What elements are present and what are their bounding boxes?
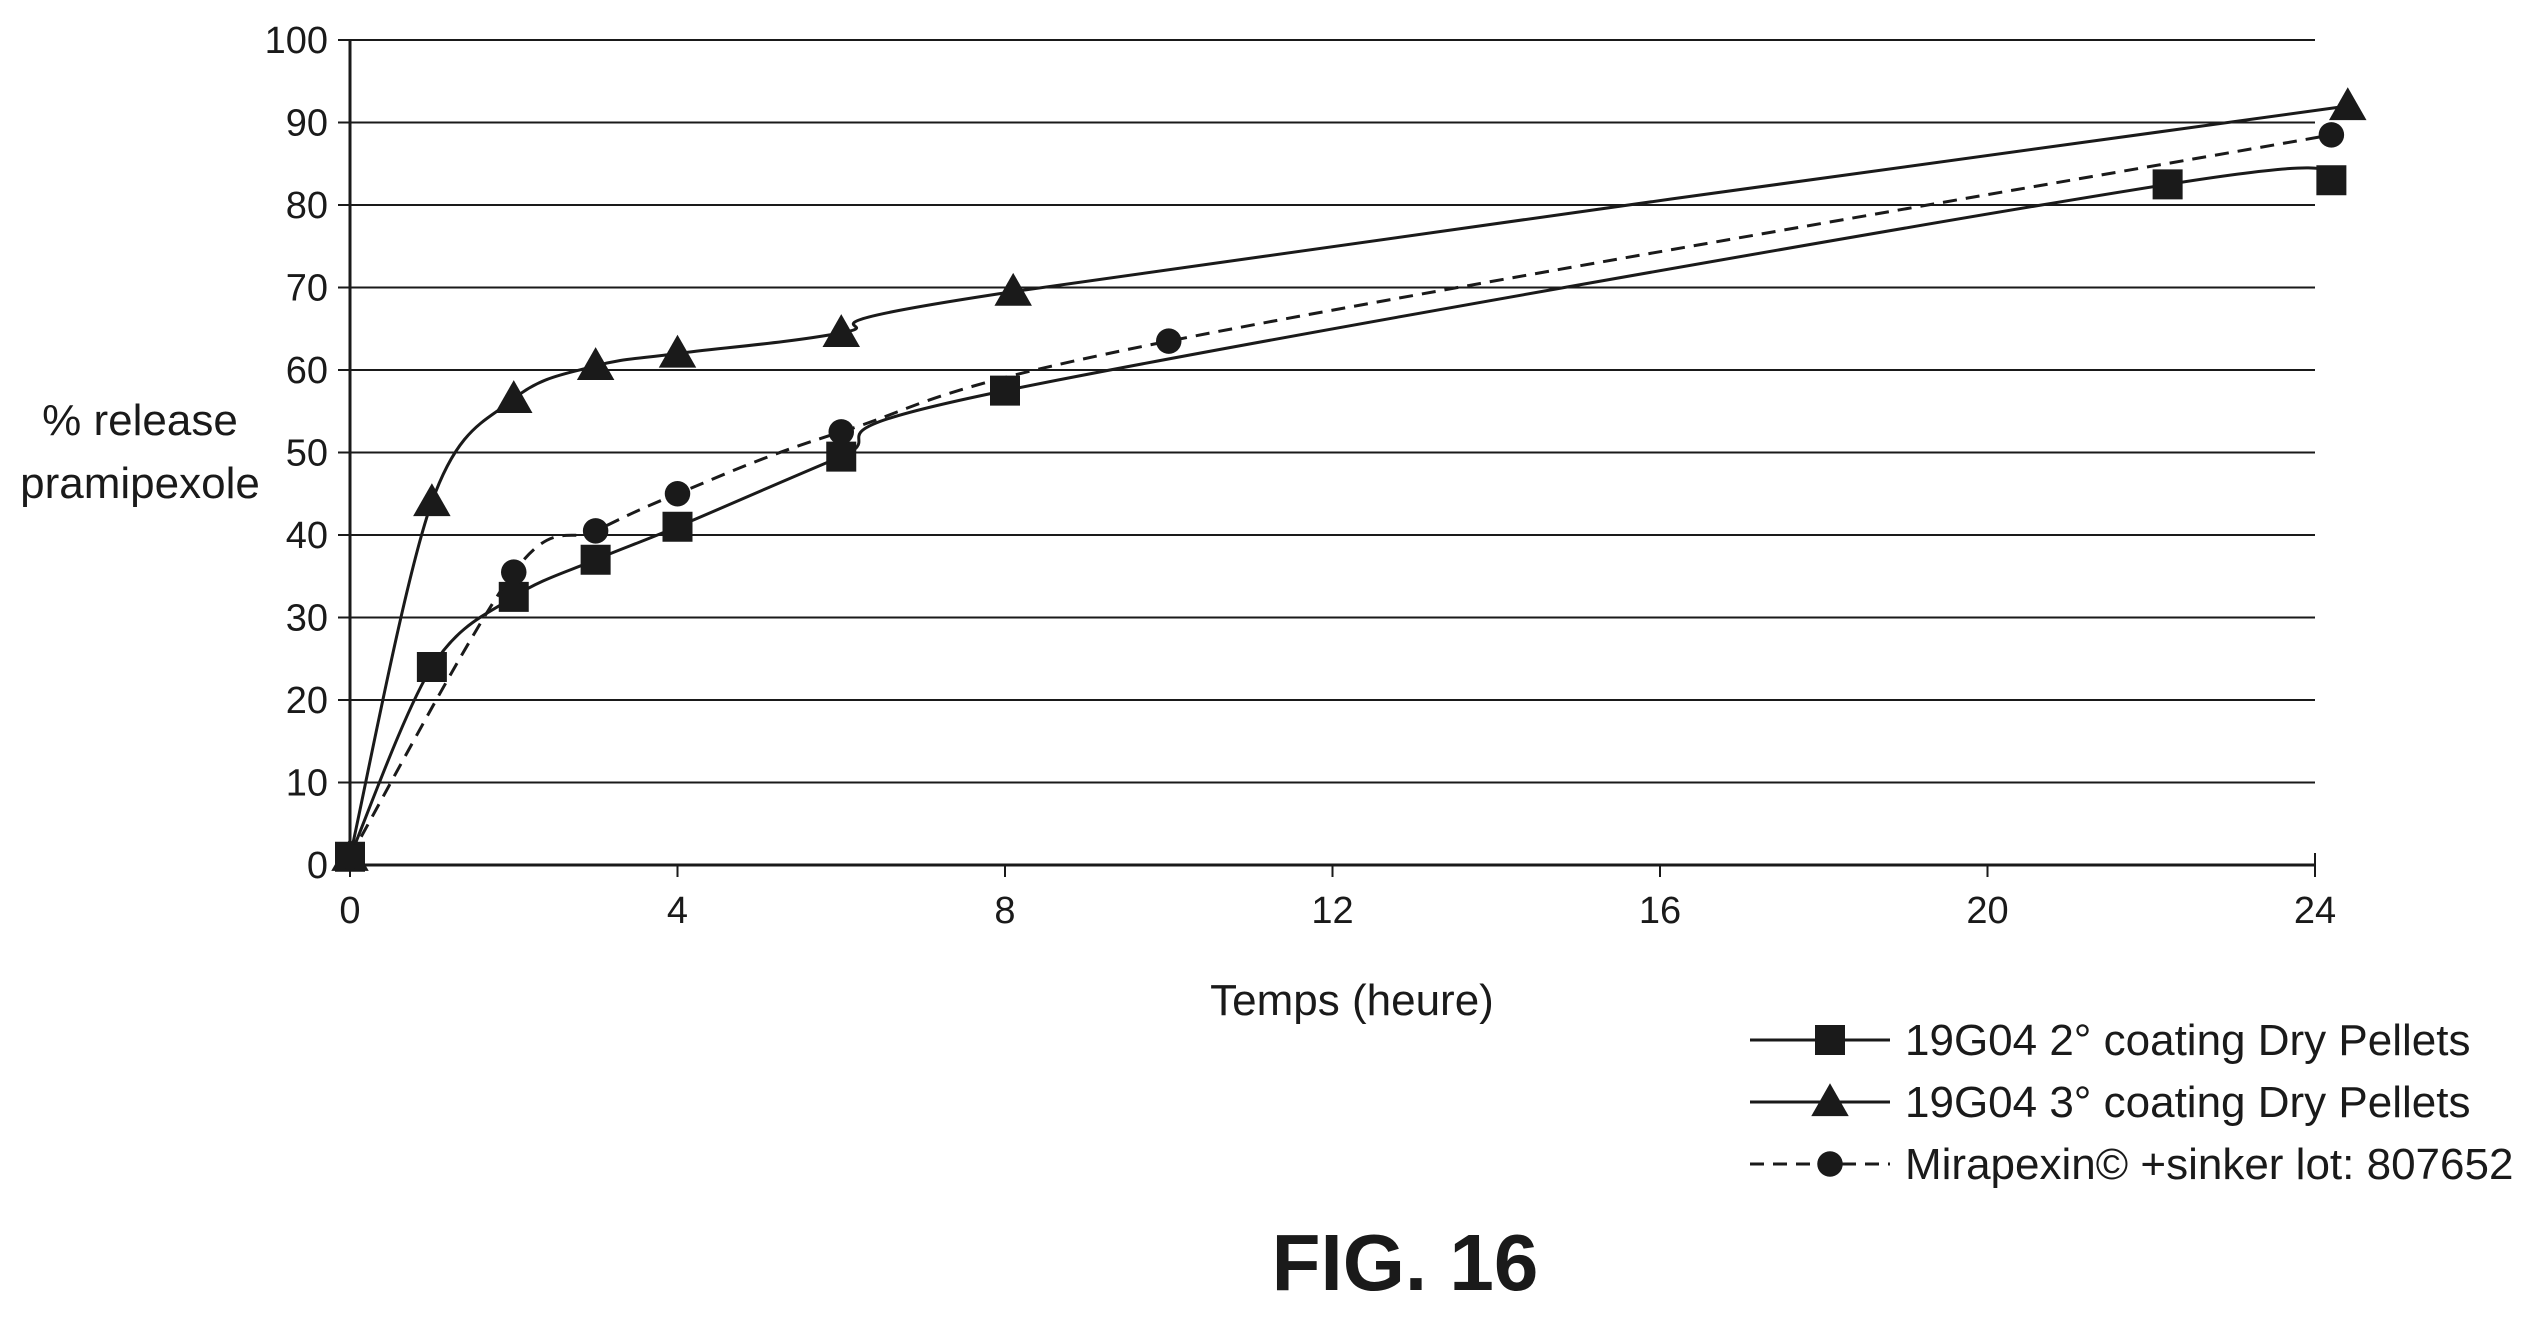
series-1-point-5 (826, 441, 857, 472)
y-tick-label-70: 70 (286, 268, 328, 310)
series-3-point-1 (501, 559, 527, 585)
series-2-point-6 (994, 272, 1032, 306)
series-1-point-8 (2316, 165, 2347, 196)
legend-marker-1 (1815, 1025, 1845, 1055)
series-1-point-1 (416, 652, 447, 682)
legend-label-3: Mirapexin© +sinker lot: 807652 (1905, 1140, 2513, 1189)
legend-label-1: 19G04 2° coating Dry Pellets (1905, 1016, 2470, 1065)
series-3 (337, 122, 2345, 870)
series-3-point-4 (828, 419, 854, 445)
series-1-point-7 (2152, 169, 2183, 200)
x-tick-label-20: 20 (1966, 890, 2008, 932)
y-axis-ticks: 0 10 20 30 40 50 60 70 80 90 100 (265, 20, 350, 887)
series-3-point-3 (664, 481, 691, 507)
y-tick-label-40: 40 (286, 515, 328, 557)
series-2-point-2 (495, 380, 533, 413)
y-tick-label-90: 90 (286, 103, 328, 145)
series-layer (331, 87, 2367, 872)
figure-caption: FIG. 16 (1272, 1218, 1539, 1307)
legend-marker-3 (1817, 1151, 1843, 1177)
y-tick-label-0: 0 (307, 845, 328, 887)
x-tick-label-16: 16 (1639, 890, 1681, 932)
series-2-point-1 (413, 483, 451, 517)
series-2-line (348, 104, 2348, 858)
y-tick-label-60: 60 (286, 350, 328, 392)
legend-item-1: 19G04 2° coating Dry Pellets (1750, 1016, 2470, 1065)
series-2-point-4 (658, 334, 697, 368)
legend: 19G04 2° coating Dry Pellets 19G04 3° coa… (1750, 1016, 2513, 1189)
y-tick-label-30: 30 (286, 598, 328, 640)
x-tick-label-12: 12 (1311, 890, 1353, 932)
series-2-point-3 (576, 347, 615, 380)
series-3-point-0 (337, 844, 363, 870)
series-3-point-6 (2318, 122, 2345, 148)
series-1-line (348, 166, 2332, 858)
series-2-point-5 (822, 314, 860, 347)
legend-marker-2 (1811, 1083, 1849, 1117)
series-1-point-3 (580, 544, 611, 575)
x-tick-label-8: 8 (994, 890, 1015, 932)
legend-item-3: Mirapexin© +sinker lot: 807652 (1750, 1140, 2513, 1189)
x-tick-label-4: 4 (667, 890, 688, 932)
y-axis-title-line-2: pramipexole (20, 459, 260, 508)
y-tick-label-50: 50 (286, 433, 328, 475)
y-tick-label-80: 80 (286, 185, 328, 227)
y-tick-label-100: 100 (265, 20, 328, 62)
series-1 (335, 165, 2347, 872)
x-tick-label-0: 0 (339, 890, 360, 932)
x-tick-label-24: 24 (2294, 890, 2336, 932)
series-3-point-5 (1156, 328, 1182, 354)
x-axis-title: Temps (heure) (1210, 976, 1494, 1025)
series-3-line (348, 133, 2332, 858)
y-axis-title-line-1: % release (42, 396, 238, 445)
y-tick-label-10: 10 (286, 763, 328, 805)
series-3-point-2 (582, 518, 609, 544)
legend-item-2: 19G04 3° coating Dry Pellets (1750, 1078, 2470, 1127)
y-tick-label-20: 20 (286, 680, 328, 722)
series-1-point-4 (662, 511, 693, 542)
legend-label-2: 19G04 3° coating Dry Pellets (1905, 1078, 2470, 1127)
series-2-point-7 (2329, 87, 2367, 121)
x-axis-ticks: 0 4 8 12 16 20 24 (339, 865, 2336, 932)
